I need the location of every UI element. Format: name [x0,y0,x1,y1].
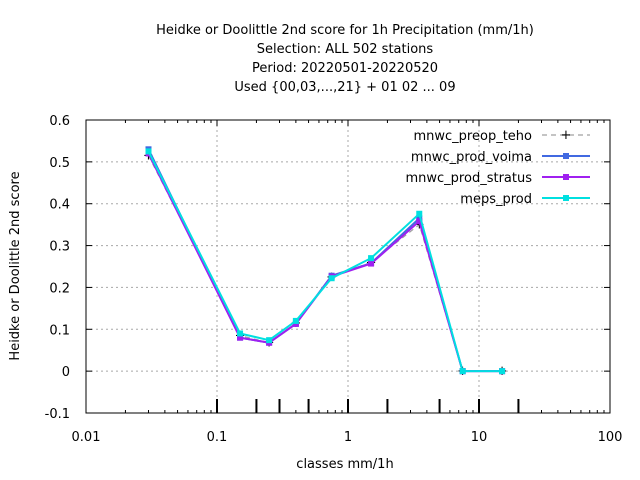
series-line [147,153,503,373]
title-line: Selection: ALL 502 stations [257,42,434,57]
y-tick-label: 0.2 [49,281,70,296]
title-line: Period: 20220501-20220520 [252,61,438,76]
y-tick-label: 0.3 [49,240,70,255]
data-point [292,317,299,324]
y-tick-label: 0.6 [49,114,70,129]
legend-marker [563,153,569,159]
title-line: Heidke or Doolittle 2nd score for 1h Pre… [156,23,534,38]
x-tick-label: 10 [471,430,488,445]
plot-frame [85,119,611,414]
data-point [368,255,375,262]
legend: mnwc_preop_teho + mnwc_prod_voima mnwc_prod… [406,128,590,207]
legend-label: mnwc_prod_voima [411,150,532,165]
x-tick-label: 0.01 [72,430,101,445]
title-line: Used {00,03,...,21} + 01 02 ... 09 [234,80,455,95]
series-meps_prod [145,148,506,375]
x-tick-label: 0.1 [207,430,228,445]
legend-label: meps_prod [460,192,532,207]
legend-label: mnwc_preop_teho [414,129,533,144]
data-point [237,334,244,341]
series: +++++++++ [143,146,508,379]
data-point [237,330,244,337]
axis-ticks: -0.1 0 0.1 0.2 0.3 0.4 0.5 0.6 0.01 0.1 1 10 100 [45,114,623,445]
series-line [147,155,503,372]
data-point [499,368,506,375]
grid [86,120,610,413]
data-point [145,148,152,155]
y-axis-label: Heidke or Doolittle 2nd score [8,171,23,360]
x-tick-label: 1 [344,430,352,445]
x-tick-label: 100 [598,430,623,445]
y-tick-label: 0.5 [49,156,70,171]
data-point [459,368,466,375]
y-tick-label: 0 [62,365,70,380]
data-point [368,260,375,267]
data-point [416,218,423,225]
y-tick-label: -0.1 [45,407,70,422]
data-point [416,210,423,217]
y-tick-label: 0.1 [49,323,70,338]
chart-title: Heidke or Doolittle 2nd score for 1h Pre… [156,23,534,95]
legend-marker [563,174,569,180]
data-point [266,337,273,344]
legend-label: mnwc_prod_stratus [406,171,533,186]
legend-marker [563,195,569,201]
data-point [328,275,335,282]
legend-marker: + [561,128,572,143]
data-point: + [414,218,425,233]
x-axis-label: classes mm/1h [296,457,393,472]
y-tick-label: 0.4 [49,198,70,213]
